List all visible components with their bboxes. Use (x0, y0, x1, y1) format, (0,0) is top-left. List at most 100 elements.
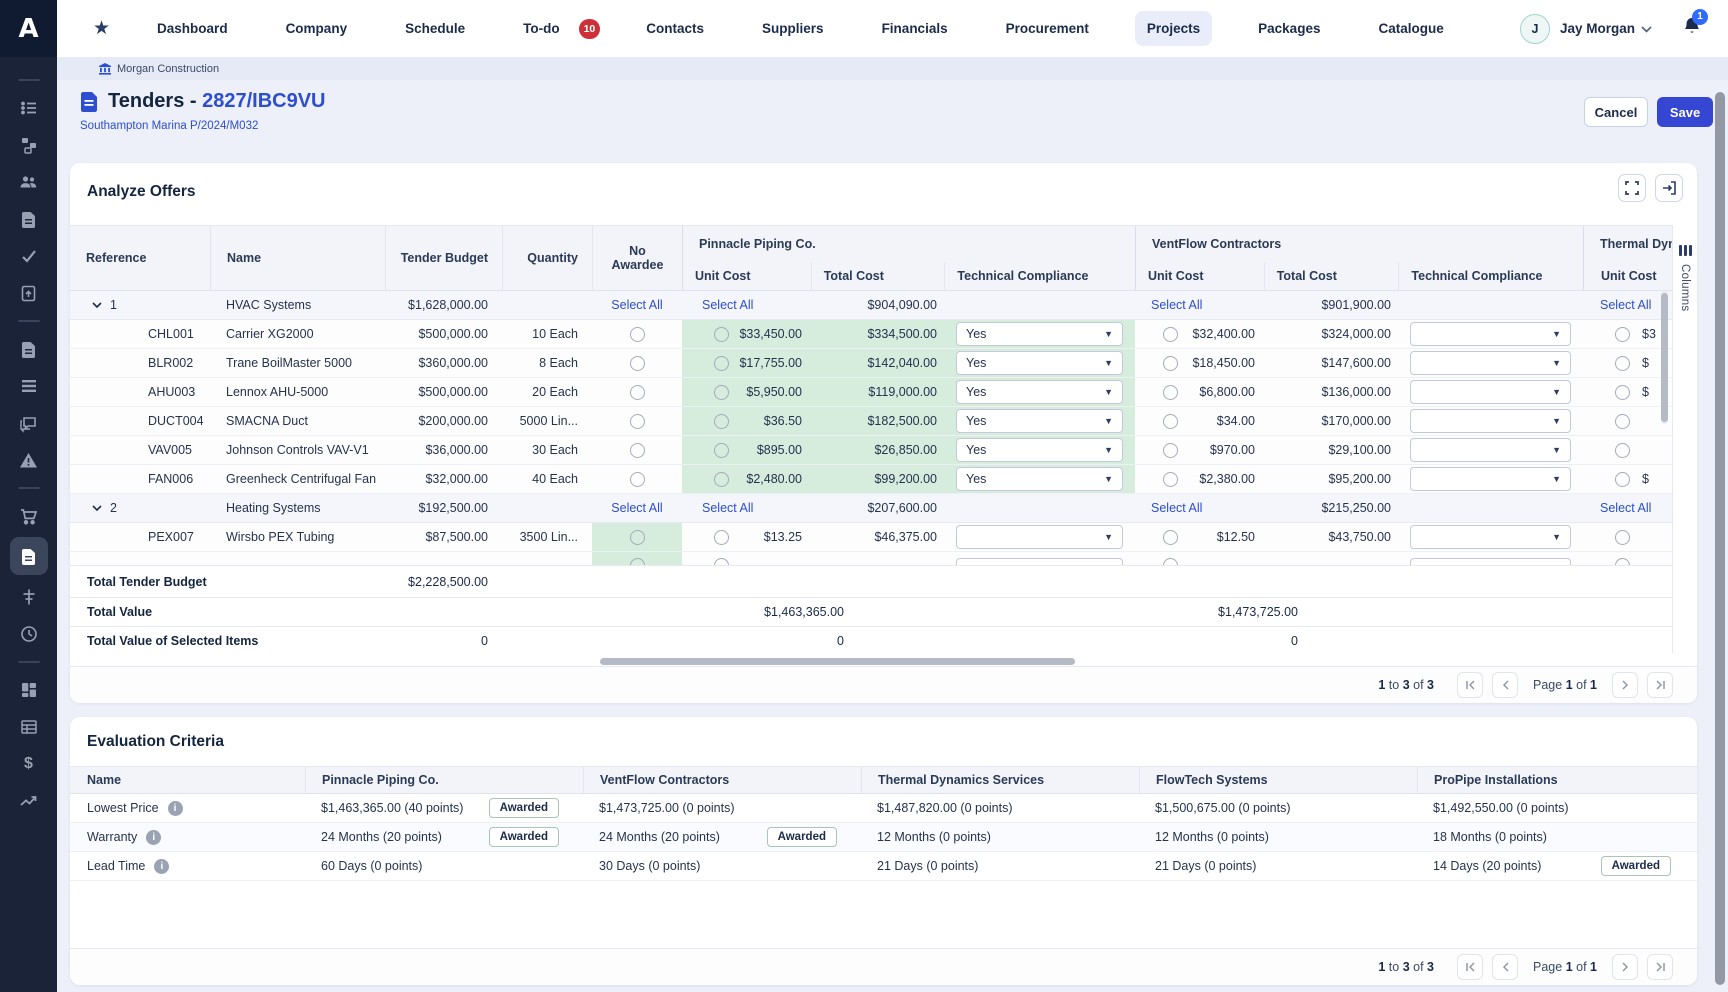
prev-page-button[interactable] (1492, 954, 1518, 980)
ventflow-unit-radio[interactable] (1163, 414, 1178, 429)
no-awardee-radio[interactable] (630, 356, 645, 371)
user-name[interactable]: Jay Morgan (1560, 21, 1635, 36)
next-page-button[interactable] (1612, 672, 1638, 698)
nav-item-contacts[interactable]: Contacts (617, 0, 733, 57)
collapse-chevron-icon[interactable] (92, 302, 102, 308)
pinnacle-unit-radio[interactable] (714, 443, 729, 458)
select-all-ventflow[interactable]: Select All (1151, 298, 1202, 312)
pinnacle-compliance-dropdown[interactable]: ▼ (956, 525, 1123, 549)
ventflow-unit-radio[interactable] (1163, 356, 1178, 371)
pinnacle-compliance-dropdown[interactable]: Yes▼ (956, 380, 1123, 404)
sliders-icon[interactable] (19, 587, 39, 607)
clock-icon[interactable] (19, 624, 39, 644)
info-icon[interactable]: i (146, 830, 161, 845)
pinnacle-unit-radio[interactable] (714, 414, 729, 429)
ventflow-compliance-dropdown[interactable]: ▼ (1410, 409, 1571, 433)
ventflow-compliance-dropdown[interactable]: ▼ (1410, 438, 1571, 462)
grid-icon[interactable] (19, 680, 39, 700)
nav-item-suppliers[interactable]: Suppliers (733, 0, 853, 57)
collapse-chevron-icon[interactable] (92, 505, 102, 511)
list-icon[interactable] (19, 98, 39, 118)
ventflow-unit-radio[interactable] (1163, 530, 1178, 545)
prev-page-button[interactable] (1492, 672, 1518, 698)
nav-item-financials[interactable]: Financials (853, 0, 977, 57)
dollar-icon[interactable]: $ (19, 754, 39, 774)
pinnacle-unit-radio[interactable] (714, 472, 729, 487)
expand-fullscreen-button[interactable] (1618, 174, 1646, 202)
document-icon[interactable] (19, 209, 39, 229)
no-awardee-radio[interactable] (630, 327, 645, 342)
tender-code[interactable]: 2827/IBC9VU (202, 90, 325, 112)
pinnacle-unit-radio[interactable] (714, 385, 729, 400)
ventflow-unit-radio[interactable] (1163, 558, 1178, 565)
horizontal-scrollbar-thumb[interactable] (600, 658, 1075, 665)
file-upload-icon[interactable] (19, 283, 39, 303)
ventflow-compliance-dropdown[interactable]: ▼ (1410, 467, 1571, 491)
no-awardee-radio[interactable] (630, 443, 645, 458)
chevron-down-icon[interactable] (1641, 20, 1652, 38)
export-button[interactable] (1655, 174, 1683, 202)
no-awardee-radio[interactable] (630, 530, 645, 545)
users-icon[interactable] (19, 172, 39, 192)
app-logo[interactable]: A (0, 0, 57, 57)
page-scrollbar-thumb[interactable] (1715, 92, 1725, 985)
columns-panel-tab[interactable]: Columns (1672, 225, 1697, 653)
cart-icon[interactable] (19, 506, 39, 526)
select-all-no-awardee[interactable]: Select All (611, 501, 662, 515)
document-icon[interactable] (19, 339, 39, 359)
table-icon[interactable] (19, 717, 39, 737)
select-all-pinnacle[interactable]: Select All (702, 298, 753, 312)
ventflow-unit-radio[interactable] (1163, 443, 1178, 458)
select-all-thermal[interactable]: Select All (1600, 501, 1651, 515)
table-vertical-scrollbar[interactable] (1661, 291, 1668, 424)
nav-item-company[interactable]: Company (257, 0, 377, 57)
cancel-button[interactable]: Cancel (1584, 97, 1648, 127)
select-all-thermal[interactable]: Select All (1600, 298, 1651, 312)
thermal-unit-radio[interactable] (1615, 443, 1630, 458)
pinnacle-unit-radio[interactable] (714, 558, 729, 565)
nav-item-schedule[interactable]: Schedule (376, 0, 494, 57)
breadcrumb[interactable]: Morgan Construction (99, 63, 219, 75)
pinnacle-compliance-dropdown[interactable]: Yes▼ (956, 467, 1123, 491)
info-icon[interactable]: i (154, 859, 169, 874)
no-awardee-radio[interactable] (630, 385, 645, 400)
tender-document-icon-active[interactable] (10, 537, 48, 575)
project-subtitle-link[interactable]: Southampton Marina P/2024/M032 (80, 120, 326, 132)
thermal-unit-radio[interactable] (1615, 327, 1630, 342)
select-all-no-awardee[interactable]: Select All (611, 298, 662, 312)
nav-item-dashboard[interactable]: Dashboard (128, 0, 257, 57)
rows-icon[interactable] (19, 376, 39, 396)
last-page-button[interactable] (1647, 672, 1673, 698)
ventflow-compliance-dropdown[interactable]: ▼ (1410, 322, 1571, 346)
pinnacle-unit-radio[interactable] (714, 530, 729, 545)
info-icon[interactable]: i (168, 801, 183, 816)
thermal-unit-radio[interactable] (1615, 356, 1630, 371)
pinnacle-compliance-dropdown[interactable]: ▼ (956, 558, 1123, 565)
favorite-star-icon[interactable]: ★ (93, 17, 110, 40)
pinnacle-unit-radio[interactable] (714, 327, 729, 342)
ventflow-compliance-dropdown[interactable]: ▼ (1410, 351, 1571, 375)
check-icon[interactable] (19, 246, 39, 266)
thermal-unit-radio[interactable] (1615, 385, 1630, 400)
last-page-button[interactable] (1647, 954, 1673, 980)
pinnacle-compliance-dropdown[interactable]: Yes▼ (956, 322, 1123, 346)
ventflow-unit-radio[interactable] (1163, 472, 1178, 487)
next-page-button[interactable] (1612, 954, 1638, 980)
user-avatar[interactable]: J (1520, 14, 1550, 44)
ventflow-compliance-dropdown[interactable]: ▼ (1410, 525, 1571, 549)
select-all-ventflow[interactable]: Select All (1151, 501, 1202, 515)
save-button[interactable]: Save (1657, 97, 1713, 127)
pinnacle-compliance-dropdown[interactable]: Yes▼ (956, 351, 1123, 375)
thermal-unit-radio[interactable] (1615, 414, 1630, 429)
no-awardee-radio[interactable] (630, 414, 645, 429)
nav-item-projects[interactable]: Projects (1118, 0, 1229, 57)
thermal-unit-radio[interactable] (1615, 558, 1630, 565)
first-page-button[interactable] (1457, 672, 1483, 698)
ventflow-compliance-dropdown[interactable]: ▼ (1410, 558, 1571, 565)
warning-icon[interactable] (19, 450, 39, 470)
notifications-bell-icon[interactable]: 1 (1682, 16, 1702, 42)
nav-item-todo[interactable]: To-do10 (494, 0, 617, 57)
nav-item-packages[interactable]: Packages (1229, 0, 1349, 57)
hierarchy-icon[interactable] (19, 135, 39, 155)
ventflow-compliance-dropdown[interactable]: ▼ (1410, 380, 1571, 404)
